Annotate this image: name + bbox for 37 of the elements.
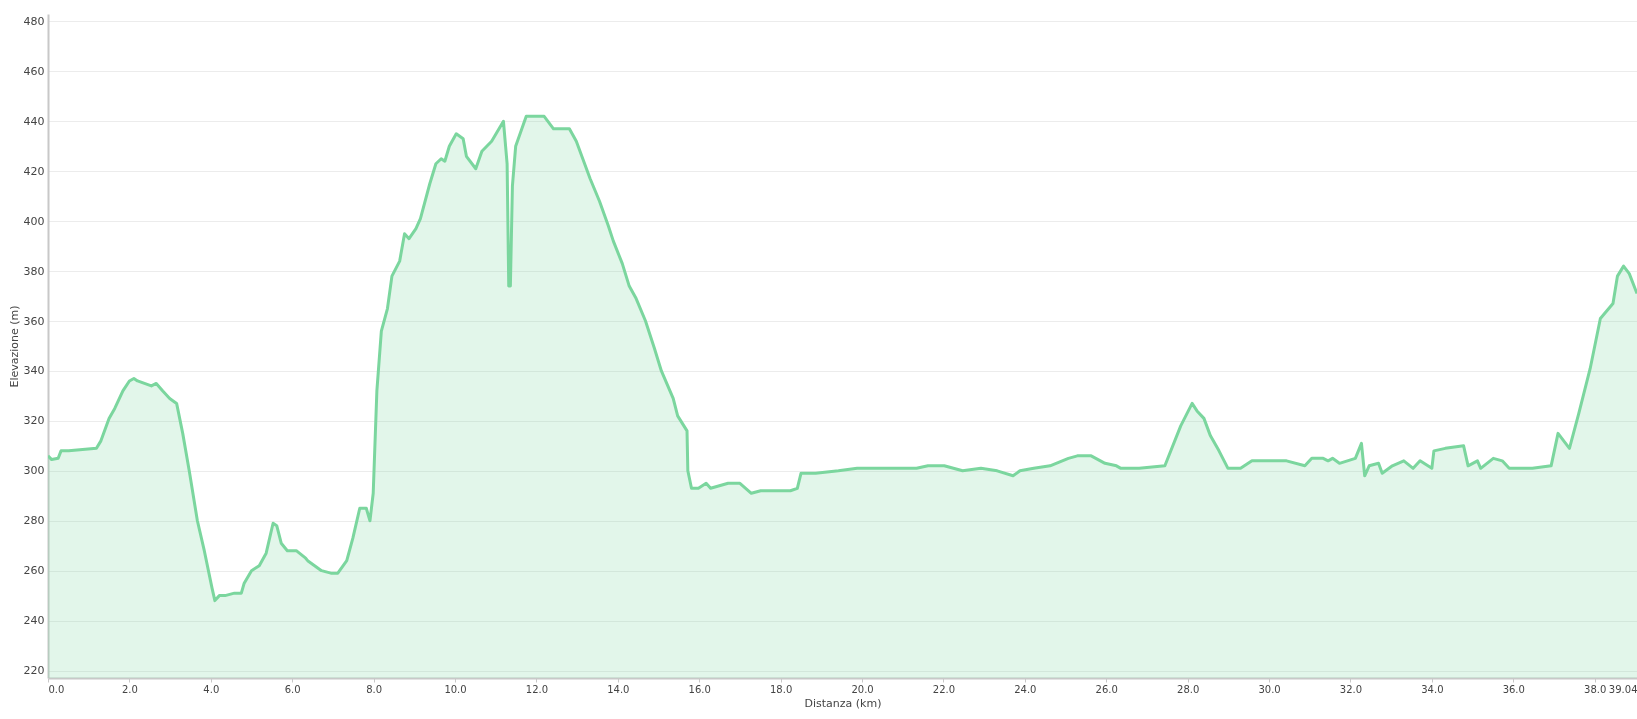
x-tick-label: 4.0 xyxy=(203,683,220,695)
x-tick-label: 0.0 xyxy=(48,683,65,695)
y-tick-label: 280 xyxy=(23,514,45,528)
y-axis-title: Elevazione (m) xyxy=(7,305,21,388)
x-tick-label: 26.0 xyxy=(1095,683,1118,695)
y-tick-label: 240 xyxy=(23,614,45,628)
x-tick-label: 10.0 xyxy=(444,683,467,695)
x-axis-title: Distanza (km) xyxy=(804,696,882,710)
y-tick-label: 300 xyxy=(23,464,45,478)
y-tick-label: 220 xyxy=(23,664,45,678)
x-tick-label: 18.0 xyxy=(770,683,793,695)
y-tick-label: 320 xyxy=(23,414,45,428)
y-tick-label: 460 xyxy=(23,64,45,78)
x-tick-label: 30.0 xyxy=(1258,683,1281,695)
y-tick-label: 360 xyxy=(23,314,45,328)
x-tick-label: 22.0 xyxy=(932,683,956,695)
x-tick-label: 16.0 xyxy=(688,683,711,695)
x-tick-label: 34.0 xyxy=(1421,683,1444,695)
y-tick-label: 420 xyxy=(23,164,45,178)
x-tick-label: 14.0 xyxy=(607,683,630,695)
x-tick-label: 6.0 xyxy=(284,683,301,695)
y-tick-label: 400 xyxy=(23,214,45,228)
x-tick-label: 38.0 xyxy=(1584,683,1607,695)
x-tick-label: 20.0 xyxy=(851,683,874,695)
y-tick-label: 340 xyxy=(23,364,45,378)
x-tick-label: 24.0 xyxy=(1014,683,1037,695)
y-tick-label: 440 xyxy=(23,114,45,128)
y-tick-label: 260 xyxy=(23,564,45,578)
x-tick-label: 2.0 xyxy=(121,683,138,695)
y-tick-label: 380 xyxy=(23,264,45,278)
x-tick-label: 8.0 xyxy=(366,683,383,695)
x-tick-label: 12.0 xyxy=(525,683,549,695)
x-tick-label: 32.0 xyxy=(1339,683,1363,695)
x-tick-label: 28.0 xyxy=(1177,683,1200,695)
x-tick-label: 39.04 xyxy=(1608,683,1637,695)
y-tick-label: 480 xyxy=(23,14,45,28)
x-tick-label: 36.0 xyxy=(1502,683,1525,695)
